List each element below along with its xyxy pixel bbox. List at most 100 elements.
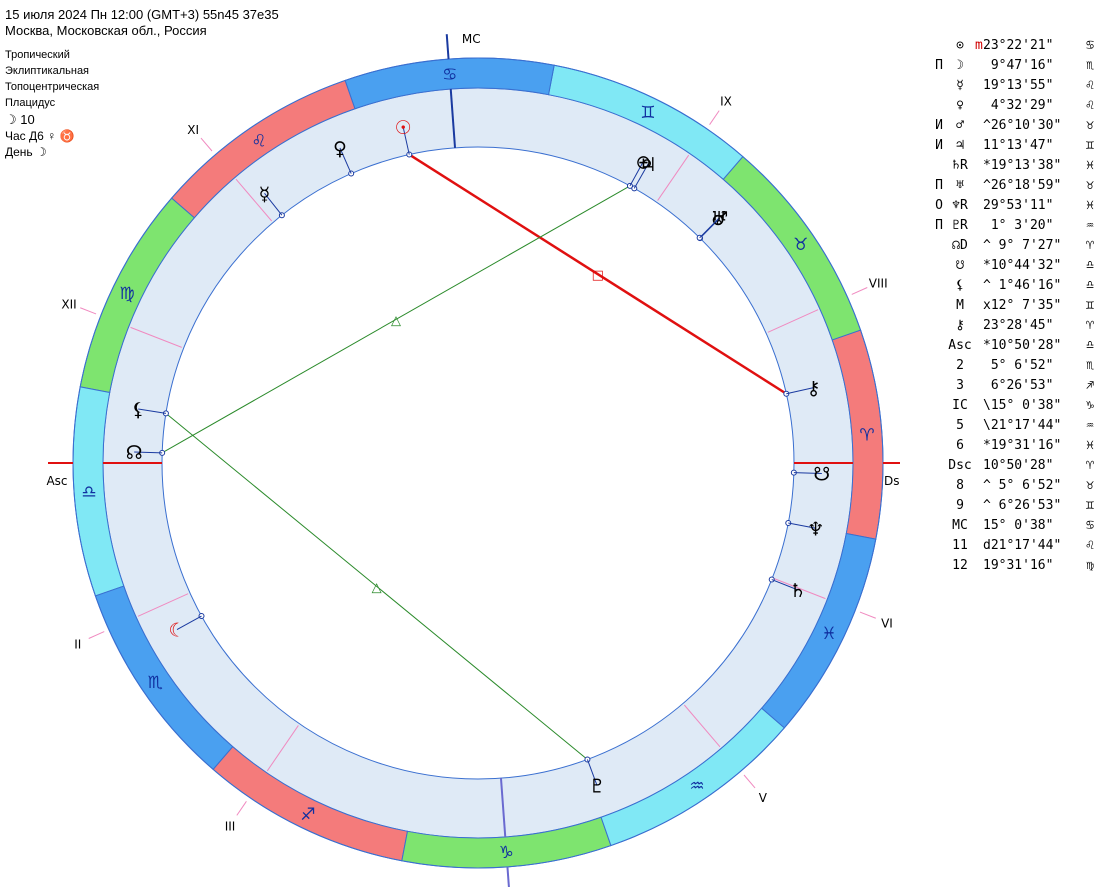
position-row-prefix: П	[935, 218, 943, 233]
position-row-value: ^ 5° 6'52"	[983, 478, 1062, 493]
planet-pointer	[633, 163, 649, 189]
house-cusp-line	[657, 154, 690, 201]
position-row-value: *19°31'16"	[983, 438, 1062, 453]
position-row-glyph: ♆R	[952, 198, 968, 213]
planetary-hour-info: Час Д6 ♀ ♉	[5, 129, 75, 143]
planet-glyph: ⚸	[131, 399, 145, 421]
position-row-value: ^26°10'30"	[983, 118, 1062, 133]
position-row-glyph: Asc	[948, 338, 972, 353]
setting-coordinates: Эклиптикальная	[5, 65, 90, 77]
dsc-label: Dsc	[884, 474, 900, 488]
position-row-glyph: ♄R	[952, 158, 968, 173]
position-row-sign: ♊	[1086, 138, 1094, 153]
position-row-glyph: 11	[952, 538, 968, 553]
house-cusp-line	[767, 309, 819, 333]
position-row-sign: ♎	[1086, 338, 1094, 353]
aspect-glyph: △	[391, 313, 401, 328]
planet-pointer	[264, 192, 283, 216]
house-cusp-line	[683, 704, 721, 748]
zodiac-sign-glyph: ♐	[300, 805, 315, 825]
position-row-glyph: ♇R	[952, 218, 968, 233]
position-row-sign: ♈	[1086, 238, 1094, 253]
planet-glyph: ♅	[711, 208, 728, 230]
aspect-glyph: □	[592, 268, 604, 283]
position-row-sign: ♋	[1086, 38, 1094, 53]
position-row-glyph: ♅	[956, 178, 964, 193]
setting-zodiac: Тропический	[5, 49, 70, 61]
planet-glyph: ♀	[333, 138, 347, 160]
position-row-value: 23°22'21"	[983, 38, 1054, 53]
zodiac-sign-glyph: ♋	[442, 65, 457, 85]
position-row-sign: ♒	[1086, 418, 1094, 433]
position-row-value: 5° 6'52"	[983, 358, 1054, 373]
position-row-value: *10°44'32"	[983, 258, 1062, 273]
inner-circle	[161, 146, 795, 780]
setting-topocentric: Топоцентрическая	[5, 81, 100, 93]
position-row-sign: ♓	[1086, 198, 1094, 213]
house-cusp-tick	[709, 110, 720, 125]
position-row-sign: ♈	[1086, 318, 1094, 333]
house-number: XI	[187, 123, 199, 137]
position-row-value: 29°53'11"	[983, 198, 1054, 213]
house-cusp-line	[235, 178, 273, 222]
position-row-value: \21°17'44"	[983, 418, 1062, 433]
house-cusp-tick	[236, 801, 247, 816]
house-cusp-tick	[200, 137, 213, 152]
position-row-sign: ♓	[1086, 438, 1094, 453]
position-row-glyph: ☋	[956, 258, 964, 273]
position-row-value: *19°13'38"	[983, 158, 1062, 173]
zodiac-sign-glyph: ♑	[499, 843, 514, 863]
planet-pointer	[786, 387, 814, 395]
aspect-line	[161, 185, 631, 454]
position-row-value: 6°26'53"	[983, 378, 1054, 393]
position-row-glyph: MC	[952, 518, 968, 533]
position-row-value: ^ 9° 7'27"	[983, 238, 1062, 253]
chart-location-header: Москва, Московская обл., Россия	[5, 23, 207, 38]
planet-glyph: ☉	[395, 117, 412, 139]
natal-chart-wheel: ♈♉♊♋♌♍♎♏♐♑♒♓MCICAscDscIIIIIVVIVIIIIXXIXI…	[46, 32, 900, 887]
position-row-glyph: ☽	[956, 58, 964, 73]
position-row-value: 15° 0'38"	[983, 518, 1054, 533]
position-row-sign: ♓	[1086, 158, 1094, 173]
position-row-sign: ♍	[1086, 558, 1094, 573]
position-row-glyph: 5	[956, 418, 964, 433]
position-row-value: ^ 6°26'53"	[983, 498, 1062, 513]
house-number: V	[759, 791, 768, 805]
day-ruler-info: День ☽	[5, 145, 47, 159]
position-row-value: 23°28'45"	[983, 318, 1054, 333]
position-row-value: d21°17'44"	[983, 538, 1062, 553]
zodiac-sign-glyph: ♈	[859, 426, 874, 446]
position-row-glyph: ♃	[956, 138, 964, 153]
planet-pointer	[586, 759, 598, 786]
axis-cusp-line	[499, 778, 507, 838]
aspect-glyph: △	[372, 580, 382, 595]
position-row-sign: ♒	[1086, 218, 1094, 233]
planet-glyph: ♂	[711, 208, 728, 230]
position-row-value: ^26°18'59"	[983, 178, 1062, 193]
zodiac-sign-glyph: ♌	[251, 131, 266, 151]
position-row-value: 9°47'16"	[983, 58, 1054, 73]
planet-glyph: ♆	[807, 518, 824, 540]
position-row-value: *10°50'28"	[983, 338, 1062, 353]
chart-date-header: 15 июля 2024 Пн 12:00 (GMT+3) 55n45 37e3…	[5, 7, 279, 22]
position-row-glyph: 6	[956, 438, 964, 453]
axis-extension-line	[506, 866, 510, 887]
setting-house-system: Плацидус	[5, 97, 56, 109]
position-row-value: 1° 3'20"	[983, 218, 1054, 233]
position-row-sign: ♋	[1086, 518, 1094, 533]
position-row-marker: m	[975, 38, 983, 53]
position-row-value: \15° 0'38"	[983, 398, 1062, 413]
position-row-value: 19°13'55"	[983, 78, 1054, 93]
position-row-prefix: И	[935, 138, 943, 153]
position-row-value: 11°13'47"	[983, 138, 1054, 153]
axis-extension-line	[445, 34, 450, 60]
planet-pointer	[629, 161, 644, 187]
position-row-glyph: ⚸	[955, 278, 965, 293]
house-cusp-tick	[743, 774, 756, 789]
position-row-sign: ♌	[1086, 98, 1094, 113]
planet-pointer	[771, 579, 798, 591]
house-cusp-tick	[88, 631, 105, 639]
planet-glyph: ⊕	[635, 151, 651, 173]
position-row-sign: ♊	[1086, 498, 1094, 513]
position-row-sign: ♌	[1086, 538, 1094, 553]
